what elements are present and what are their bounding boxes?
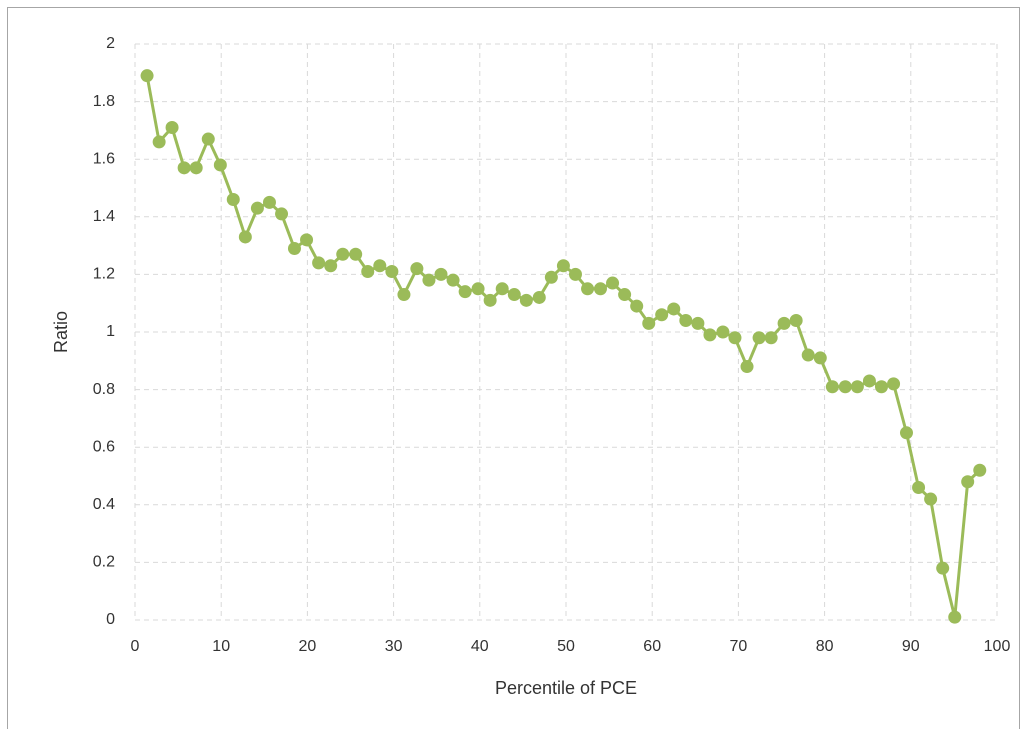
data-point (446, 273, 460, 287)
x-tick-label: 20 (299, 638, 317, 655)
y-tick-label: 0.8 (93, 381, 115, 398)
data-point (262, 195, 276, 209)
data-point (581, 282, 595, 296)
data-point (434, 267, 448, 281)
data-point (838, 380, 852, 394)
y-tick-label: 1.2 (93, 266, 115, 283)
y-tick-label: 0.2 (93, 554, 115, 571)
data-point (874, 380, 888, 394)
x-tick-label: 10 (212, 638, 230, 655)
data-point (213, 158, 227, 172)
data-point (862, 374, 876, 388)
data-point (507, 288, 521, 302)
data-point (140, 69, 154, 83)
data-line (145, 75, 981, 618)
data-point (606, 276, 620, 290)
data-point (312, 256, 326, 270)
x-tick-label: 60 (643, 638, 661, 655)
data-point (397, 288, 411, 302)
data-point (691, 316, 705, 330)
data-point (887, 377, 901, 391)
data-point (300, 233, 314, 247)
data-point (716, 325, 730, 339)
y-tick-label: 0.4 (93, 496, 115, 513)
data-point (936, 561, 950, 575)
data-point (458, 285, 472, 299)
x-tick-label: 80 (816, 638, 834, 655)
data-point (385, 265, 399, 279)
data-point (961, 475, 975, 489)
x-tick-label: 70 (730, 638, 748, 655)
data-point (152, 135, 166, 149)
data-point (471, 282, 485, 296)
data-point (642, 316, 656, 330)
x-tick-label: 30 (385, 638, 403, 655)
data-point (740, 360, 754, 374)
data-point (544, 270, 558, 284)
data-point (177, 161, 191, 175)
y-tick-label: 0 (106, 611, 115, 628)
y-tick-label: 0.6 (93, 438, 115, 455)
data-point (532, 290, 546, 304)
data-point (912, 481, 926, 495)
data-point (238, 230, 252, 244)
data-point (593, 282, 607, 296)
chart-frame (7, 7, 1020, 734)
y-tick-label: 1.4 (93, 208, 115, 225)
x-tick-label: 90 (902, 638, 920, 655)
data-point (789, 313, 803, 327)
data-point (924, 492, 938, 506)
data-point (189, 161, 203, 175)
data-point (948, 610, 962, 624)
x-tick-label: 100 (984, 638, 1011, 655)
x-tick-label: 0 (131, 638, 140, 655)
x-tick-label: 50 (557, 638, 575, 655)
data-point (777, 316, 791, 330)
data-point (349, 247, 363, 261)
data-point (287, 241, 301, 255)
data-point (630, 299, 644, 313)
data-point (764, 331, 778, 345)
y-tick-label: 1 (106, 323, 115, 340)
data-point (165, 121, 179, 135)
data-point (679, 313, 693, 327)
data-point (899, 426, 913, 440)
y-tick-label: 1.6 (93, 150, 115, 167)
y-axis-title: Ratio (51, 311, 71, 353)
data-point (850, 380, 864, 394)
data-point (275, 207, 289, 221)
data-point (556, 259, 570, 273)
data-point (410, 262, 424, 276)
data-point (422, 273, 436, 287)
data-point (483, 293, 497, 307)
data-point (752, 331, 766, 345)
data-point (655, 308, 669, 322)
data-point (373, 259, 387, 273)
y-tick-label: 2 (106, 35, 115, 52)
x-axis-title: Percentile of PCE (495, 678, 637, 698)
data-point (825, 380, 839, 394)
data-point (201, 132, 215, 146)
data-point (618, 288, 632, 302)
data-point (813, 351, 827, 365)
data-point (728, 331, 742, 345)
data-point (568, 267, 582, 281)
data-point (667, 302, 681, 316)
x-tick-label: 40 (471, 638, 489, 655)
data-point (495, 282, 509, 296)
data-point (703, 328, 717, 342)
data-point (973, 463, 987, 477)
data-point (250, 201, 264, 215)
data-point (324, 259, 338, 273)
data-point (226, 193, 240, 207)
data-point (361, 265, 375, 279)
data-point (519, 293, 533, 307)
y-tick-label: 1.8 (93, 93, 115, 110)
data-point (336, 247, 350, 261)
data-point (801, 348, 815, 362)
